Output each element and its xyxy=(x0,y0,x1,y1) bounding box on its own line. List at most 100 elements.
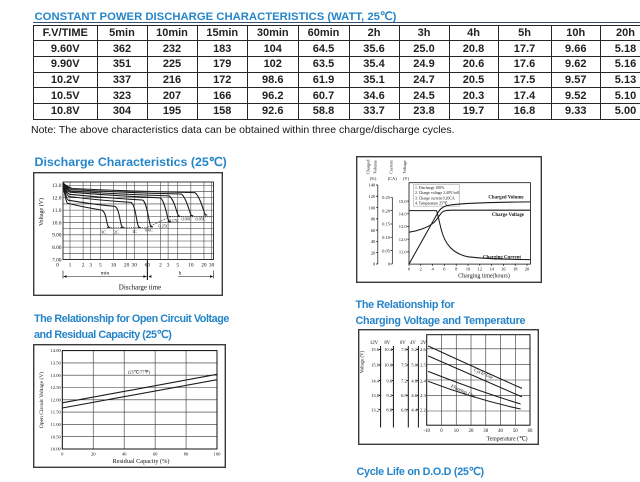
svg-text:0.05: 0.05 xyxy=(382,248,391,253)
svg-text:12.50: 12.50 xyxy=(50,385,61,390)
svg-text:4.8: 4.8 xyxy=(411,378,417,383)
svg-text:9.6: 9.6 xyxy=(386,378,392,383)
svg-text:14: 14 xyxy=(489,267,494,272)
svg-text:5.2: 5.2 xyxy=(411,347,417,352)
svg-text:14.0: 14.0 xyxy=(399,212,408,217)
svg-text:7.5: 7.5 xyxy=(401,363,407,368)
svg-text:0.17C: 0.17C xyxy=(169,218,179,223)
svg-text:13.50: 13.50 xyxy=(50,361,61,366)
svg-text:40: 40 xyxy=(122,452,127,457)
svg-text:2.2: 2.2 xyxy=(420,407,426,412)
svg-text:0.10: 0.10 xyxy=(382,235,391,240)
svg-text:6.9: 6.9 xyxy=(401,393,407,398)
svg-text:5: 5 xyxy=(176,263,179,269)
svg-text:4.6: 4.6 xyxy=(411,393,417,398)
svg-text:8.00: 8.00 xyxy=(52,245,62,251)
svg-text:11.50: 11.50 xyxy=(51,410,62,415)
svg-text:10.00: 10.00 xyxy=(50,447,61,452)
svg-text:(CA): (CA) xyxy=(388,176,398,181)
svg-text:10.50: 10.50 xyxy=(50,434,61,439)
svg-text:1. Discharge 100%: 1. Discharge 100% xyxy=(415,186,445,190)
svg-text:16: 16 xyxy=(501,267,506,272)
svg-text:2: 2 xyxy=(420,267,422,272)
svg-text:30: 30 xyxy=(209,263,215,269)
svg-text:Charge Voltage: Charge Voltage xyxy=(492,213,525,218)
svg-text:15.0: 15.0 xyxy=(399,199,408,204)
svg-text:15.0: 15.0 xyxy=(371,363,380,368)
svg-text:60: 60 xyxy=(528,429,533,434)
svg-text:20: 20 xyxy=(91,452,96,457)
svg-text:10.0: 10.0 xyxy=(52,220,62,226)
svg-text:10.0: 10.0 xyxy=(384,363,393,368)
svg-text:0.09C: 0.09C xyxy=(181,217,191,222)
svg-text:12.00: 12.00 xyxy=(50,397,61,402)
svg-text:3C: 3C xyxy=(101,230,106,235)
svg-text:7.00: 7.00 xyxy=(52,257,62,263)
svg-text:13.0: 13.0 xyxy=(52,183,62,189)
svg-text:20: 20 xyxy=(124,263,130,269)
svg-text:Charged Volume: Charged Volume xyxy=(488,196,524,201)
svg-text:8.8: 8.8 xyxy=(386,407,392,412)
svg-text:140: 140 xyxy=(368,183,376,188)
svg-text:40: 40 xyxy=(371,239,376,244)
svg-text:11.00: 11.00 xyxy=(51,422,62,427)
svg-text:10.4: 10.4 xyxy=(384,347,393,352)
svg-text:100: 100 xyxy=(214,452,222,457)
svg-text:5: 5 xyxy=(99,263,102,269)
svg-text:4: 4 xyxy=(431,267,434,272)
svg-text:100: 100 xyxy=(368,205,376,210)
svg-text:Voltage (V): Voltage (V) xyxy=(38,198,45,226)
svg-text:2V: 2V xyxy=(420,341,426,346)
svg-text:Charged: Charged xyxy=(366,159,371,175)
svg-text:Charging time(hours): Charging time(hours) xyxy=(458,273,510,280)
svg-text:7.2: 7.2 xyxy=(401,378,407,383)
svg-text:60: 60 xyxy=(153,452,158,457)
svg-text:2: 2 xyxy=(82,263,85,269)
svg-text:8V: 8V xyxy=(384,341,390,346)
svg-text:12.0: 12.0 xyxy=(399,237,408,242)
svg-text:-10: -10 xyxy=(423,429,430,434)
svg-text:h: h xyxy=(179,271,182,277)
svg-text:0: 0 xyxy=(388,262,391,267)
svg-text:30: 30 xyxy=(483,429,488,434)
svg-text:2.4: 2.4 xyxy=(420,378,426,383)
svg-text:9.00: 9.00 xyxy=(52,233,62,239)
svg-text:(25℃/77℉): (25℃/77℉) xyxy=(128,370,151,375)
svg-text:12.0: 12.0 xyxy=(52,196,62,202)
svg-text:2. Charge voltage 2.40V/cell: 2. Charge voltage 2.40V/cell xyxy=(415,191,459,195)
svg-text:3. Charge current 0.20CA: 3. Charge current 0.20CA xyxy=(415,196,455,200)
svg-text:0: 0 xyxy=(56,263,59,269)
svg-text:4V: 4V xyxy=(410,341,416,346)
svg-text:7.8: 7.8 xyxy=(401,347,407,352)
svg-text:10: 10 xyxy=(188,263,194,269)
svg-text:4. Temperature 25℃: 4. Temperature 25℃ xyxy=(415,202,448,206)
svg-text:2.3: 2.3 xyxy=(420,393,426,398)
svg-text:12V: 12V xyxy=(370,341,379,346)
svg-text:Open Circuit Voltage (V): Open Circuit Voltage (V) xyxy=(38,372,45,429)
svg-text:Voltage: Voltage xyxy=(402,160,407,173)
svg-text:0.15: 0.15 xyxy=(382,222,391,227)
svg-text:Residual Capacity (%): Residual Capacity (%) xyxy=(112,458,169,465)
svg-text:13.0: 13.0 xyxy=(399,224,408,229)
svg-text:50: 50 xyxy=(513,429,518,434)
svg-text:14.4: 14.4 xyxy=(371,378,380,383)
svg-text:11.0: 11.0 xyxy=(399,250,407,255)
svg-text:2.6: 2.6 xyxy=(420,347,426,352)
svg-text:14.00: 14.00 xyxy=(50,348,61,353)
svg-text:0.20: 0.20 xyxy=(382,208,391,213)
svg-text:80: 80 xyxy=(371,217,376,222)
svg-text:0.25: 0.25 xyxy=(382,195,391,200)
svg-text:Current: Current xyxy=(388,160,393,174)
svg-text:0: 0 xyxy=(373,262,376,267)
svg-text:6: 6 xyxy=(443,267,446,272)
svg-text:0: 0 xyxy=(408,267,411,272)
svg-text:60: 60 xyxy=(371,228,376,233)
svg-text:6V: 6V xyxy=(400,341,406,346)
svg-text:1: 1 xyxy=(69,263,72,269)
svg-text:20: 20 xyxy=(201,263,207,269)
svg-text:Discharge time: Discharge time xyxy=(119,284,161,292)
svg-text:0.25C: 0.25C xyxy=(159,224,169,229)
svg-text:5.0: 5.0 xyxy=(411,363,417,368)
svg-text:0.05C: 0.05C xyxy=(195,217,205,222)
svg-text:Charging Current: Charging Current xyxy=(483,256,521,261)
